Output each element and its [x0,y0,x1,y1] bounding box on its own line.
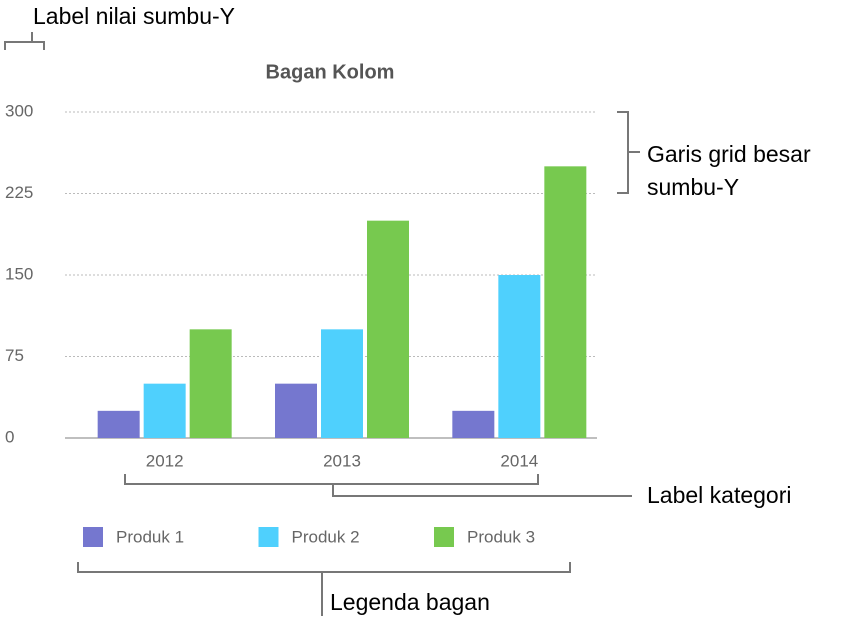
y-tick-label: 150 [5,264,33,283]
x-tick-label: 2012 [146,451,184,470]
x-tick-label: 2014 [500,451,538,470]
annotation: Label kategori [647,482,792,508]
legend-swatch [434,527,454,547]
y-label-bracket [4,32,45,50]
annotation: Garis grid besar [647,141,811,167]
bar [367,220,409,438]
legend-swatch [258,527,279,547]
y-tick-label: 225 [5,183,33,202]
category-bracket [124,474,632,497]
annotation: Legenda bagan [330,589,490,615]
annotation: sumbu-Y [647,174,739,200]
bar [97,410,140,438]
bar [189,329,232,438]
legend-swatch [83,527,103,547]
bar [143,383,186,438]
chart-title: Bagan Kolom [266,61,395,83]
y-tick-label: 300 [5,101,33,120]
bar [275,383,317,438]
annotation: Label nilai sumbu-Y [33,3,235,29]
x-tick-label: 2013 [323,451,361,470]
y-tick-label: 0 [5,427,14,446]
bar [544,166,587,439]
legend-label: Produk 2 [292,527,360,546]
bar [498,275,541,438]
legend-label: Produk 1 [116,527,184,546]
legend-bracket [77,562,571,616]
bar [452,410,495,438]
y-tick-label: 75 [5,346,24,365]
grid-bracket [617,111,640,194]
legend-label: Produk 3 [467,527,535,546]
bar [321,329,363,438]
